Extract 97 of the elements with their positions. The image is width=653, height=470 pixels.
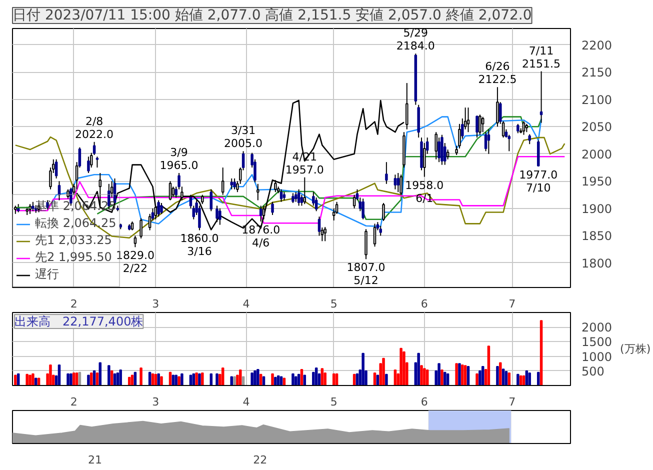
annotation: 7/11 2151.5 <box>522 44 561 70</box>
candlestick <box>221 167 224 196</box>
candlestick <box>362 198 364 220</box>
candlestick <box>201 194 204 205</box>
candlestick <box>271 201 274 216</box>
candlestick <box>262 205 266 220</box>
chart-title: 日付 2023/07/11 15:00 始値 2,077.0 高値 2,151.5 安値 2,057.0 終値 2,072.0 <box>12 8 532 24</box>
y-tick-label: 2050 <box>582 120 612 134</box>
y-tick-label: 1850 <box>582 229 612 244</box>
annotation: 3/9 1965.0 <box>160 146 198 172</box>
candlestick <box>230 178 233 190</box>
candlestick <box>373 223 376 248</box>
y-tick-label: 1000 <box>582 350 612 364</box>
candlestick <box>280 188 283 202</box>
candlestick <box>259 205 262 222</box>
candlestick <box>522 120 526 136</box>
legend-label: 遅行 <box>35 266 59 283</box>
legend-label: 先1 2,033.25 <box>35 232 112 249</box>
candlestick <box>216 205 218 223</box>
candlestick <box>274 180 277 193</box>
annotation: 6/26 2122.5 <box>478 60 517 86</box>
y-tick-label: 2000 <box>582 320 612 335</box>
candlestick <box>496 86 499 128</box>
x-tick-label: 5 <box>330 396 338 408</box>
y-tick-label: 1950 <box>582 174 612 189</box>
y-tick-label: 2150 <box>582 66 612 80</box>
candlestick <box>528 134 531 145</box>
candlestick <box>481 116 484 133</box>
candlestick <box>210 188 213 212</box>
chart-title: 出来高 22,177,400株 <box>14 314 144 328</box>
candlestick <box>382 202 385 222</box>
y-tick-label: 1500 <box>582 335 612 350</box>
candlestick <box>172 186 175 197</box>
candlestick <box>484 132 488 152</box>
annotation: 1876.0 4/6 <box>242 224 280 250</box>
candlestick <box>297 188 300 206</box>
x-tick-label: 4 <box>242 396 250 408</box>
candlestick <box>540 70 543 124</box>
candlestick <box>434 132 438 160</box>
candlestick <box>134 235 137 248</box>
annotation: 1807.0 5/12 <box>346 261 386 288</box>
x-tick-label: 7 <box>508 396 516 408</box>
y-tick-label: 1900 <box>582 202 612 216</box>
candlestick <box>87 156 90 174</box>
candlestick <box>157 200 160 218</box>
candlestick <box>256 183 260 201</box>
candlestick <box>487 128 490 154</box>
annotation: 1829.0 2/22 <box>116 249 154 276</box>
candlestick <box>516 123 520 134</box>
candlestick <box>324 226 326 242</box>
x-tick-label: 5 <box>330 298 338 310</box>
candlestick <box>180 186 184 201</box>
annotation: 3/31 2005.0 <box>224 124 263 150</box>
candlestick <box>303 176 306 205</box>
candlestick <box>168 180 172 201</box>
candlestick <box>233 178 236 190</box>
candlestick <box>364 228 368 260</box>
candlestick <box>440 134 444 166</box>
candlestick <box>292 192 294 204</box>
candlestick <box>385 162 388 184</box>
legend-label: 先2 1,995.50 <box>35 249 112 266</box>
candlestick <box>54 158 58 179</box>
x-tick-label: 7 <box>508 298 516 310</box>
y-tick-label: 500 <box>582 364 604 378</box>
x-tick-label: 2 <box>70 396 78 408</box>
candlestick <box>32 201 34 212</box>
candlestick <box>536 140 540 167</box>
x-tick-label: 3 <box>152 396 160 408</box>
x-tick-label: 6 <box>420 298 428 310</box>
x-tick-label: 4 <box>242 298 250 310</box>
y-axis-title: (万株) <box>620 342 651 356</box>
candlestick <box>294 192 298 202</box>
x-tick-label: 21 <box>88 454 102 466</box>
candlestick <box>96 156 99 168</box>
candlestick <box>478 114 482 136</box>
x-tick-label: 22 <box>253 454 268 466</box>
candlestick <box>379 225 382 236</box>
x-tick-label: 2 <box>70 298 78 310</box>
x-tick-label: 6 <box>420 396 428 408</box>
candlestick <box>140 218 142 239</box>
y-tick-label: 1800 <box>582 256 612 270</box>
candlestick <box>400 174 402 196</box>
candlestick <box>446 149 450 160</box>
x-tick-label: 3 <box>152 298 160 310</box>
y-tick-label: 2100 <box>582 92 612 107</box>
y-tick-label: 2000 <box>582 147 612 162</box>
candlestick <box>28 204 32 214</box>
candlestick <box>396 172 400 193</box>
candlestick <box>476 115 478 138</box>
candlestick <box>466 107 470 133</box>
candlestick <box>160 202 163 214</box>
annotation: 2/8 2022.0 <box>75 114 114 141</box>
annotation: 1977.0 7/10 <box>519 168 558 194</box>
annotation: 1860.0 3/16 <box>180 232 219 258</box>
candlestick <box>218 208 222 226</box>
candlestick <box>394 174 397 190</box>
y-tick-label: 2200 <box>582 38 612 52</box>
